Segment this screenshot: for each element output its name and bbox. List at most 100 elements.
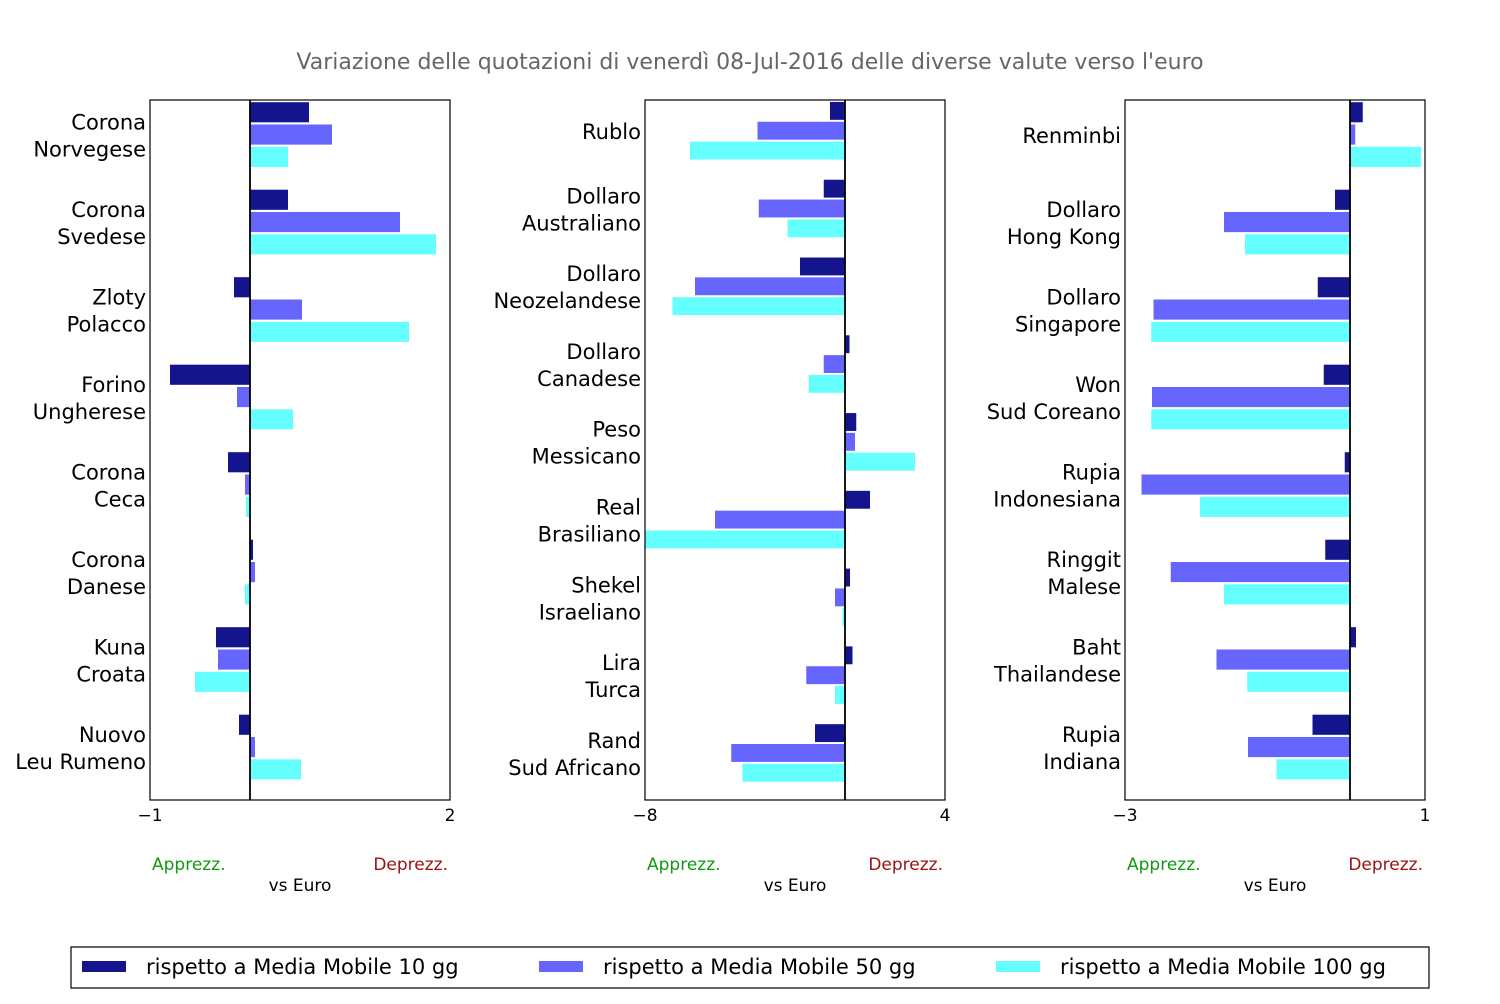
bar-ma10-real-brasiliano [845,490,870,509]
bar-ma100-rand-sud-africano [742,763,845,782]
bar-ma50-won-sud-coreano [1152,387,1350,408]
bar-ma100-forino-ungherese [250,409,293,430]
bar-ma100-shekel-israeliano [842,608,845,627]
legend-swatch-ma10 [82,961,126,972]
category-label: Dollaro Neozelandese [493,262,641,313]
x-tick-label: −1 [137,806,162,826]
category-label: Renminbi [1022,124,1121,148]
bar-ma100-nuovo-leu-rumeno [250,759,301,780]
x-tick-label: −3 [1112,806,1137,826]
category-label: Dollaro Hong Kong [1007,198,1121,249]
category-label: Dollaro Canadese [537,340,641,391]
bar-ma100-corona-ceca [246,496,250,517]
category-label: Shekel Israeliano [539,573,641,624]
deprezz-note: Deprezz. [1348,855,1423,875]
bar-ma10-zloty-polacco [234,277,250,298]
bar-ma50-real-brasiliano [715,510,845,529]
category-label: Forino Ungherese [33,373,146,424]
category-label: Corona Norvegese [33,111,146,162]
bar-ma10-ringgit-malese [1325,539,1350,560]
bar-ma10-corona-norvegese [250,102,309,123]
x-tick-label: 1 [1420,806,1431,826]
bar-ma50-lira-turca [806,666,845,685]
x-tick-label: 4 [940,806,951,826]
bar-ma50-renminbi [1350,124,1356,145]
plot-frame [644,99,946,801]
bar-ma10-dollaro-singapore [1317,277,1350,298]
category-label: Ringgit Malese [1047,548,1121,599]
bar-ma10-corona-svedese [250,189,288,210]
bar-ma100-rublo [690,141,845,160]
bar-ma100-ringgit-malese [1224,584,1350,605]
bar-ma10-rupia-indonesiana [1344,452,1350,473]
bar-ma100-dollaro-canadese [808,374,845,393]
bar-ma100-dollaro-singapore [1151,321,1350,342]
bar-ma100-rupia-indiana [1276,759,1350,780]
category-label: Lira Turca [584,651,641,702]
bar-ma50-corona-norvegese [250,124,332,145]
apprezz-note: Apprezz. [152,855,226,875]
bar-ma100-zloty-polacco [250,321,409,342]
deprezz-note: Deprezz. [373,855,448,875]
bar-ma50-forino-ungherese [237,387,250,408]
category-label: Rupia Indonesiana [993,461,1121,512]
legend-label-ma100: rispetto a Media Mobile 100 gg [1060,955,1386,979]
category-label: Zloty Polacco [67,286,146,337]
legend-label-ma10: rispetto a Media Mobile 10 gg [146,955,459,979]
legend-swatch-ma100 [996,961,1040,972]
bar-ma10-dollaro-australiano [823,179,845,198]
x-axis-label: vs Euro [269,876,332,896]
category-label: Rupia Indiana [1043,723,1121,774]
x-tick-label: 2 [445,806,456,826]
bar-ma50-dollaro-canadese [823,355,845,373]
apprezz-note: Apprezz. [1127,855,1201,875]
category-label: Kuna Croata [76,636,146,687]
bar-ma50-peso-messicano [845,432,855,451]
bar-ma100-real-brasiliano [645,530,845,549]
bar-ma10-dollaro-canadese [845,335,850,354]
bar-ma100-corona-norvegese [250,146,288,167]
bar-ma10-baht-thailandese [1350,627,1356,648]
bar-ma10-nuovo-leu-rumeno [239,714,250,735]
category-label: Rand Sud Africano [508,729,641,780]
bar-ma50-dollaro-neozelandese [695,277,845,296]
bar-ma100-renminbi [1350,146,1422,167]
bar-ma100-rupia-indonesiana [1200,496,1350,517]
bar-ma100-lira-turca [835,686,845,704]
plot-frame [149,99,451,801]
x-tick-label: −8 [632,806,657,826]
bar-ma10-forino-ungherese [170,364,250,385]
x-axis-label: vs Euro [764,876,827,896]
category-label: Real Brasiliano [538,496,641,547]
bar-ma50-baht-thailandese [1216,649,1350,670]
bar-ma100-dollaro-neozelandese [672,297,845,316]
bar-ma50-rublo [757,121,845,140]
bar-ma10-rand-sud-africano [815,724,845,743]
bar-ma10-dollaro-hong-kong [1335,189,1350,210]
bar-ma100-kuna-croata [195,671,250,692]
legend-swatch-ma50 [539,961,583,972]
bar-ma100-dollaro-hong-kong [1245,234,1350,255]
bar-ma50-rupia-indonesiana [1141,474,1350,495]
chart-panel-2: Rublo Dollaro Australiano Dollaro Neozelande… [493,99,951,896]
bar-ma50-rand-sud-africano [731,744,845,762]
bar-ma10-won-sud-coreano [1323,364,1350,385]
category-label: Rublo [582,120,641,144]
bar-ma50-ringgit-malese [1170,562,1350,583]
bar-ma10-corona-danese [250,539,253,560]
bar-ma50-dollaro-hong-kong [1224,212,1350,233]
bar-ma10-kuna-croata [216,627,250,648]
category-label: Corona Ceca [71,461,146,512]
bar-ma50-shekel-israeliano [835,588,845,607]
bar-ma10-dollaro-neozelandese [800,257,845,276]
bar-ma50-corona-ceca [245,474,250,495]
category-label: Peso Messicano [532,418,641,469]
bar-ma10-renminbi [1350,102,1363,123]
bar-ma100-corona-svedese [250,234,436,255]
chart-panels: Corona Norvegese Corona Svedese Zloty Polacco… [15,99,1431,896]
category-label: Baht Thailandese [993,636,1121,687]
deprezz-note: Deprezz. [868,855,943,875]
bar-ma10-rupia-indiana [1312,714,1350,735]
legend-box [70,946,1430,989]
